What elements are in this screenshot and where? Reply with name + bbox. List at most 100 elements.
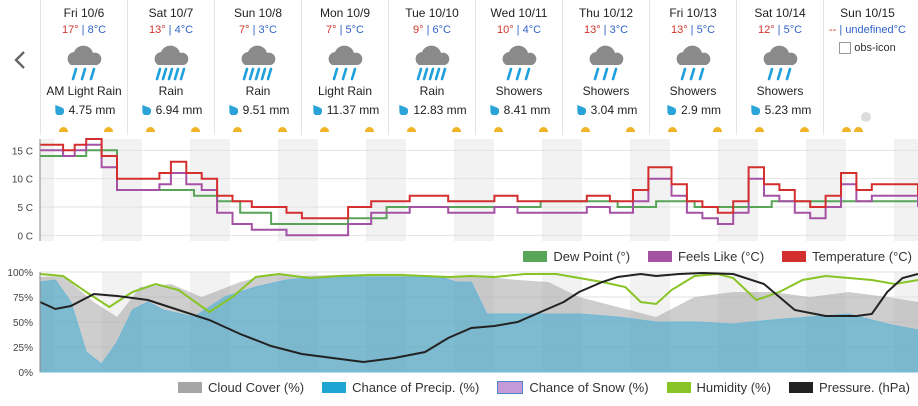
feels-like-swatch	[648, 251, 673, 262]
day-condition: AM Light Rain	[46, 84, 122, 98]
day-precip: 4.75 mm	[41, 103, 127, 117]
rain-cloud-icon	[763, 45, 798, 81]
legend-humidity[interactable]: Humidity (%)	[666, 380, 771, 395]
forecast-day[interactable]: Sat 10/7 13° | 4°C Rain 6.94 mm	[127, 0, 215, 135]
day-date: Tue 10/10	[405, 6, 459, 20]
day-temps: -- | undefined°C	[824, 24, 911, 38]
night-band	[392, 139, 406, 241]
sun-markers	[128, 124, 214, 134]
day-high: 13°	[670, 24, 688, 36]
night-band	[454, 139, 480, 241]
day-temps: 7° | 3°C	[215, 24, 301, 38]
forecast-day[interactable]: Wed 10/11 10° | 4°C Showers 8.41 mm	[475, 0, 563, 135]
legend-chance-precip[interactable]: Chance of Precip. (%)	[322, 380, 479, 395]
chance-snow-swatch	[497, 381, 524, 394]
day-precip: 6.94 mm	[128, 103, 214, 117]
chevron-left-icon	[14, 51, 25, 69]
day-condition: Showers	[756, 84, 804, 98]
previous-days-button[interactable]	[0, 0, 40, 120]
legend-cloud-cover-label: Cloud Cover (%)	[208, 380, 305, 395]
forecast-day[interactable]: Mon 10/9 7° | 5°C Light Rain 11.37 mm	[301, 0, 389, 135]
legend-feels-like[interactable]: Feels Like (°C)	[648, 249, 764, 264]
night-band	[278, 139, 304, 241]
temperature-chart: 15 C 10 C 5 C 0 C	[12, 138, 918, 242]
sunrise-icon	[842, 127, 851, 132]
day-condition: Rain	[419, 84, 445, 98]
sun-markers	[476, 124, 562, 134]
rain-cloud-icon	[328, 45, 363, 81]
day-precip-amount: 5.23 mm	[764, 103, 812, 117]
sun-markers	[737, 124, 823, 134]
legend-temperature[interactable]: Temperature (°C)	[782, 249, 912, 264]
percentage-legend: Cloud Cover (%) Chance of Precip. (%) Ch…	[160, 380, 910, 395]
forecast-day[interactable]: Fri 10/6 17° | 8°C AM Light Rain 4.75 mm	[40, 0, 128, 135]
legend-chance-snow[interactable]: Chance of Snow (%)	[497, 380, 649, 395]
broken-image-alt: obs-icon	[854, 42, 896, 54]
heavy-rain-cloud-icon	[154, 45, 189, 81]
night-band	[806, 139, 832, 241]
y-tick-label: 25%	[13, 343, 33, 354]
y-tick-label: 75%	[13, 293, 33, 304]
sun-markers	[41, 124, 127, 134]
night-band	[366, 139, 392, 241]
sun-markers	[650, 124, 736, 134]
day-precip-amount: 12.83 mm	[413, 103, 467, 117]
legend-cloud-cover[interactable]: Cloud Cover (%)	[178, 380, 304, 395]
humidity-swatch	[666, 382, 691, 393]
moon-icon	[861, 112, 871, 122]
feels-like-line	[40, 143, 918, 237]
sunrise-icon	[233, 127, 242, 132]
heavy-rain-cloud-icon	[415, 45, 450, 81]
day-low: undefined°C	[845, 24, 906, 36]
sunset-icon	[854, 127, 863, 132]
pressure-line	[39, 271, 918, 364]
percentage-chart: 100% 75% 50% 25% 0%	[7, 268, 918, 376]
sunset-icon	[626, 127, 635, 132]
rain-cloud-icon	[502, 45, 537, 81]
y-tick-label: 0%	[19, 368, 34, 376]
temp-separator: |	[687, 24, 697, 36]
night-band	[744, 139, 758, 241]
sunset-icon	[539, 127, 548, 132]
y-tick-label: 15 C	[12, 146, 33, 157]
day-precip: 9.51 mm	[215, 103, 301, 117]
sun-markers	[302, 124, 388, 134]
temp-separator: |	[78, 24, 88, 36]
cloud-cover-swatch	[178, 382, 203, 393]
sunset-icon	[278, 127, 287, 132]
day-high: 13°	[148, 24, 166, 36]
legend-dew-point-label: Dew Point (°)	[553, 249, 631, 264]
legend-dew-point[interactable]: Dew Point (°)	[523, 249, 630, 264]
night-band	[542, 139, 568, 241]
rain-cloud-icon	[67, 45, 102, 81]
day-low: 3°C	[258, 24, 277, 36]
day-low: 5°C	[345, 24, 364, 36]
forecast-day[interactable]: Fri 10/13 13° | 5°C Showers 2.9 mm	[649, 0, 737, 135]
day-date: Sun 10/15	[840, 6, 895, 20]
forecast-day-last[interactable]: Sun 10/15 -- | undefined°C obs-icon	[823, 0, 911, 135]
forecast-day[interactable]: Tue 10/10 9° | 6°C Rain 12.83 mm	[388, 0, 476, 135]
legend-pressure[interactable]: Pressure. (hPa)	[788, 380, 910, 395]
sunrise-icon	[146, 127, 155, 132]
day-high: 12°	[757, 24, 775, 36]
temperature-swatch	[782, 251, 807, 262]
sunset-icon	[191, 127, 200, 132]
day-precip: 3.04 mm	[563, 103, 649, 117]
y-tick-label: 0 C	[17, 231, 33, 242]
temp-separator: |	[513, 24, 523, 36]
forecast-day[interactable]: Sat 10/14 12° | 5°C Showers 5.23 mm	[736, 0, 824, 135]
legend-temperature-label: Temperature (°C)	[812, 249, 912, 264]
day-high: 7°	[326, 24, 337, 36]
day-date: Thu 10/12	[578, 6, 634, 20]
temp-separator: |	[249, 24, 259, 36]
day-high: --	[829, 24, 837, 36]
y-tick-label: 50%	[13, 318, 33, 329]
night-band	[216, 139, 230, 241]
forecast-day[interactable]: Thu 10/12 13° | 3°C Showers 3.04 mm	[562, 0, 650, 135]
day-precip: 5.23 mm	[737, 103, 823, 117]
temp-separator: |	[165, 24, 175, 36]
day-low: 5°C	[783, 24, 803, 36]
forecast-day[interactable]: Sun 10/8 7° | 3°C Rain 9.51 mm	[214, 0, 302, 135]
day-low: 3°C	[609, 24, 629, 36]
sun-markers	[824, 124, 911, 134]
